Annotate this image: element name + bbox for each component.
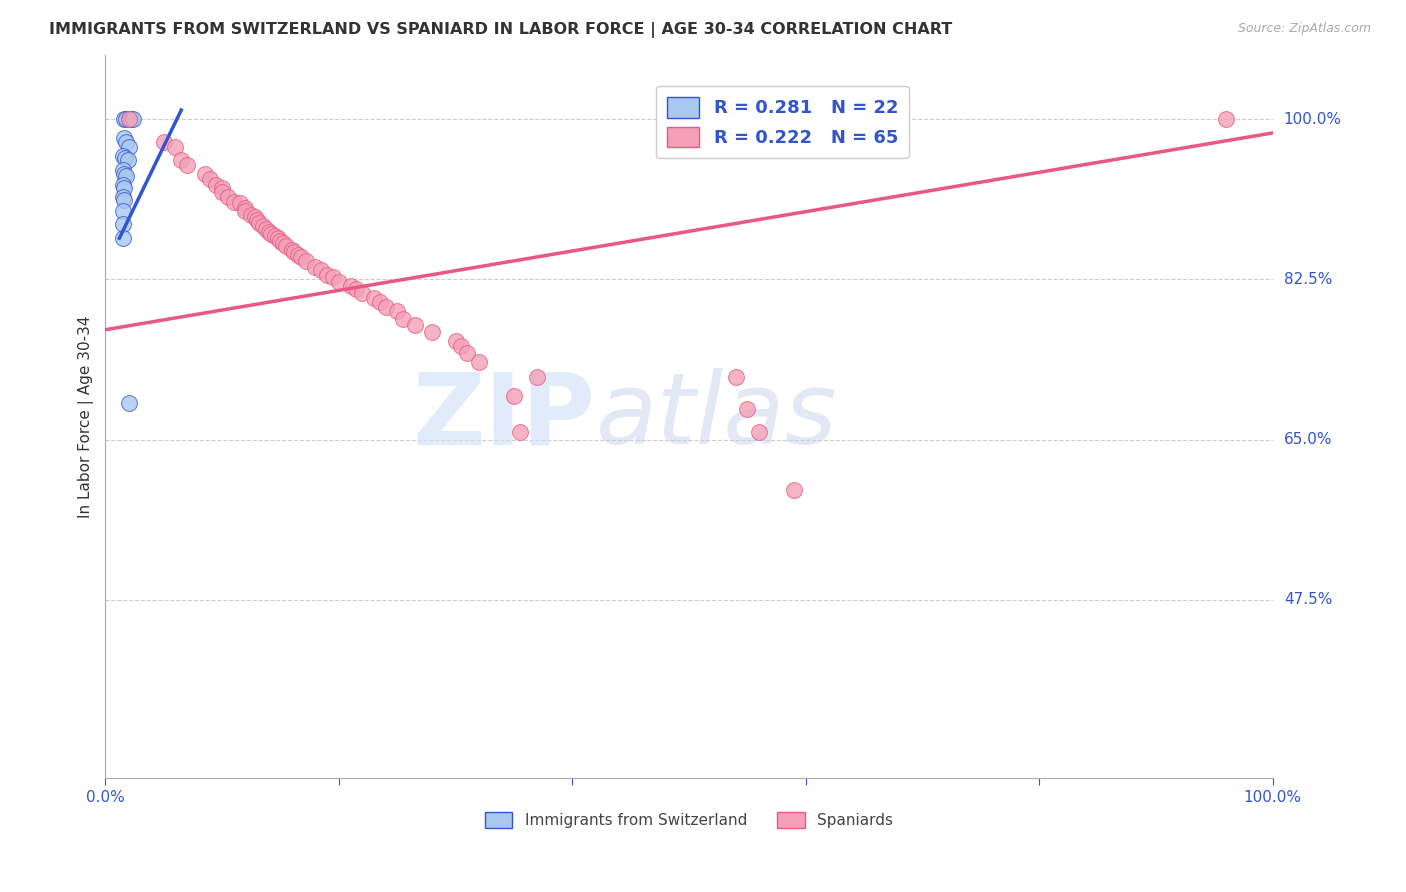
Point (112, 181, 135, 195)
Point (404, 318, 426, 333)
Point (243, 210, 266, 224)
Text: 82.5%: 82.5% (1284, 272, 1331, 287)
Point (118, 396, 141, 410)
Point (263, 229, 285, 244)
Point (111, 231, 134, 245)
Point (120, 112, 142, 127)
Text: ZIP: ZIP (413, 368, 596, 466)
Legend: Immigrants from Switzerland, Spaniards: Immigrants from Switzerland, Spaniards (477, 805, 901, 836)
Point (112, 112, 135, 127)
Point (748, 425, 770, 440)
Text: 65.0%: 65.0% (1284, 432, 1333, 447)
Point (287, 248, 309, 262)
Point (112, 167, 135, 181)
Point (112, 130, 135, 145)
Point (249, 216, 271, 230)
Point (283, 244, 305, 259)
Point (111, 203, 134, 218)
Point (176, 158, 198, 172)
Point (374, 300, 396, 314)
Point (368, 295, 391, 310)
Point (503, 389, 526, 403)
Point (322, 269, 344, 284)
Point (1215, 112, 1237, 127)
Point (194, 167, 217, 181)
Point (112, 193, 135, 207)
Point (111, 190, 134, 204)
Point (117, 153, 139, 168)
Point (295, 254, 318, 268)
Point (267, 231, 290, 245)
Point (228, 196, 250, 211)
Point (420, 325, 443, 339)
Point (260, 227, 283, 241)
Point (509, 425, 531, 440)
Point (444, 334, 467, 348)
Text: atlas: atlas (596, 368, 837, 466)
Point (165, 139, 187, 153)
Point (170, 153, 193, 168)
Point (328, 275, 350, 289)
Point (252, 219, 274, 234)
Point (450, 339, 472, 353)
Point (456, 345, 478, 359)
Point (235, 201, 257, 215)
Point (304, 260, 326, 275)
Point (256, 222, 278, 236)
Point (122, 112, 145, 127)
Point (211, 181, 233, 195)
Point (246, 213, 269, 227)
Point (240, 208, 263, 222)
Point (115, 135, 138, 149)
Point (217, 190, 239, 204)
Point (222, 194, 245, 209)
Point (526, 370, 548, 384)
Point (392, 311, 415, 326)
Point (344, 281, 367, 295)
Point (257, 225, 280, 239)
Point (111, 178, 134, 193)
Point (271, 235, 294, 250)
Point (737, 402, 759, 417)
Point (111, 218, 134, 232)
Point (118, 112, 141, 127)
Point (339, 278, 361, 293)
Text: 47.5%: 47.5% (1284, 592, 1331, 607)
Point (115, 169, 138, 183)
Point (118, 139, 141, 153)
Point (152, 135, 174, 149)
Point (352, 286, 374, 301)
Y-axis label: In Labor Force | Age 30-34: In Labor Force | Age 30-34 (79, 316, 94, 518)
Point (724, 370, 747, 384)
Point (114, 151, 136, 165)
Point (111, 162, 134, 177)
Text: Source: ZipAtlas.com: Source: ZipAtlas.com (1237, 22, 1371, 36)
Text: IMMIGRANTS FROM SWITZERLAND VS SPANIARD IN LABOR FORCE | AGE 30-34 CORRELATION C: IMMIGRANTS FROM SWITZERLAND VS SPANIARD … (49, 22, 952, 38)
Point (468, 355, 491, 369)
Point (311, 263, 333, 277)
Point (118, 112, 141, 127)
Point (235, 203, 257, 218)
Point (205, 178, 228, 193)
Text: 100.0%: 100.0% (1284, 112, 1341, 127)
Point (276, 238, 298, 252)
Point (200, 171, 222, 186)
Point (387, 304, 409, 318)
Point (211, 186, 233, 200)
Point (290, 250, 312, 264)
Point (269, 234, 291, 248)
Point (115, 112, 138, 127)
Point (363, 291, 385, 305)
Point (316, 268, 339, 282)
Point (111, 149, 134, 163)
Point (281, 243, 304, 257)
Point (783, 483, 806, 497)
